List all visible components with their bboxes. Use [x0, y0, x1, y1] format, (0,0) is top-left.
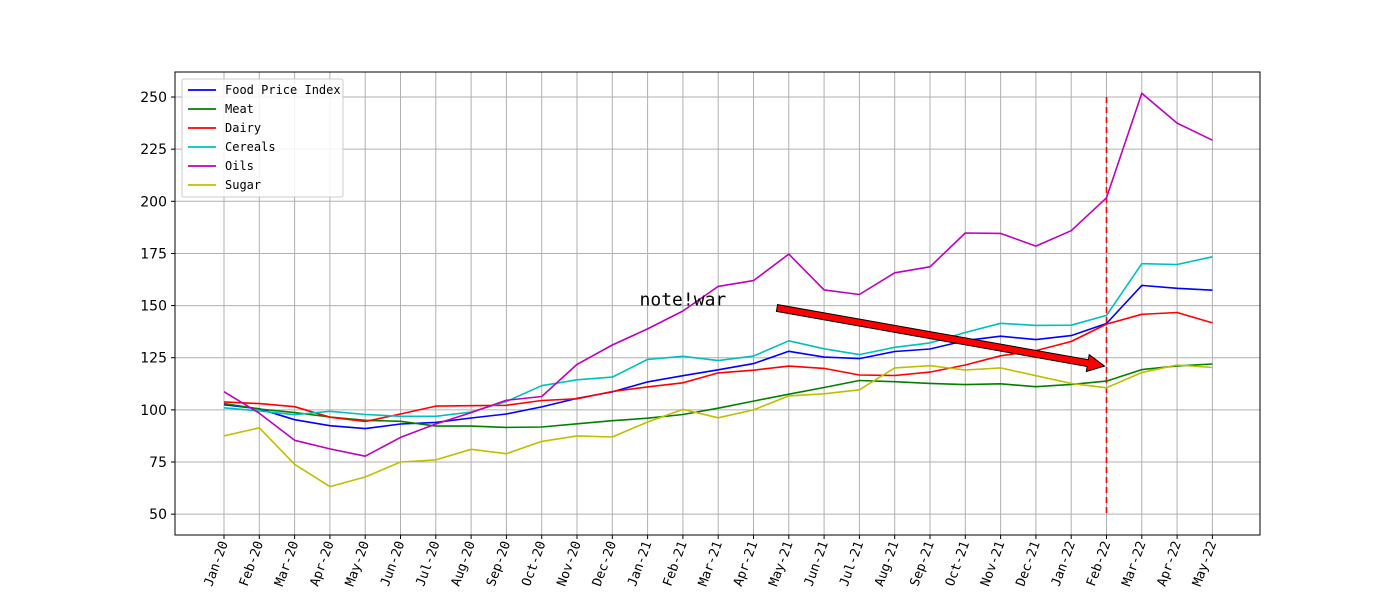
x-tick-label: May-21: [766, 539, 796, 588]
x-tick-label: May-20: [343, 539, 373, 588]
series-line-cereals: [223, 256, 1213, 418]
legend-label: Oils: [225, 159, 254, 173]
annotation-arrow: [775, 304, 1106, 373]
legend-label: Food Price Index: [225, 83, 341, 97]
legend-label: Meat: [225, 102, 254, 116]
y-tick-label: 225: [140, 142, 167, 158]
x-tick-label: Apr-20: [307, 539, 337, 588]
x-tick-label: Apr-22: [1155, 539, 1185, 588]
x-tick-label: Aug-20: [449, 539, 479, 588]
grid: [175, 72, 1260, 535]
x-tick-label: Jan-20: [202, 539, 232, 588]
series-line-sugar: [223, 364, 1213, 488]
x-tick-label: Feb-20: [237, 539, 267, 588]
legend-label: Dairy: [225, 121, 261, 135]
y-tick-label: 100: [140, 403, 167, 419]
legend-label: Cereals: [225, 140, 276, 154]
series-layer: [223, 92, 1213, 488]
plot-frame: [174, 71, 1261, 536]
x-tick-label: Nov-20: [555, 539, 585, 588]
series-line-meat: [223, 363, 1213, 429]
x-tick-label: Jan-22: [1049, 539, 1079, 588]
x-tick-label: Sep-21: [908, 539, 938, 588]
x-tick-label: Feb-21: [660, 539, 690, 588]
x-tick-label: Jan-21: [625, 539, 655, 588]
y-tick-label: 200: [140, 194, 167, 210]
legend: Food Price Index Meat Dairy Cereals Oils Suga…: [181, 78, 344, 198]
y-tick-label: 75: [149, 455, 167, 471]
legend-label: Sugar: [225, 178, 261, 192]
x-tick-label: Sep-20: [484, 539, 514, 588]
y-tick-label: 125: [140, 351, 167, 367]
y-tick-label: 50: [149, 507, 167, 523]
legend-box: [181, 78, 344, 198]
x-tick-label: Feb-22: [1084, 539, 1114, 588]
x-tick-label: Dec-20: [590, 539, 620, 588]
x-tick-label: Oct-21: [943, 539, 973, 588]
y-tick-label: 250: [140, 90, 167, 106]
x-tick-label: Aug-21: [872, 539, 902, 588]
y-tick-label: 150: [140, 299, 167, 315]
annotation-layer: note!war: [640, 290, 1106, 373]
series-line-food-price-index: [223, 284, 1213, 430]
x-tick-label: Dec-21: [1013, 539, 1043, 588]
x-tick-label: Jun-21: [802, 539, 832, 588]
series-line-oils: [223, 92, 1213, 458]
x-tick-label: Mar-21: [696, 539, 726, 588]
x-tick-label: May-22: [1190, 539, 1220, 588]
y-tick-label: 175: [140, 246, 167, 262]
x-tick-label: Apr-21: [731, 539, 761, 588]
annotation-text: note!war: [640, 290, 727, 311]
x-tick-label: Mar-20: [272, 539, 302, 588]
x-tick-label: Jul-21: [837, 539, 867, 588]
x-tick-label: Nov-21: [978, 539, 1008, 588]
x-tick-label: Mar-22: [1119, 539, 1149, 588]
x-tick-label: Jul-20: [413, 539, 443, 588]
x-tick-label: Jun-20: [378, 539, 408, 588]
x-tick-label: Oct-20: [519, 539, 549, 588]
